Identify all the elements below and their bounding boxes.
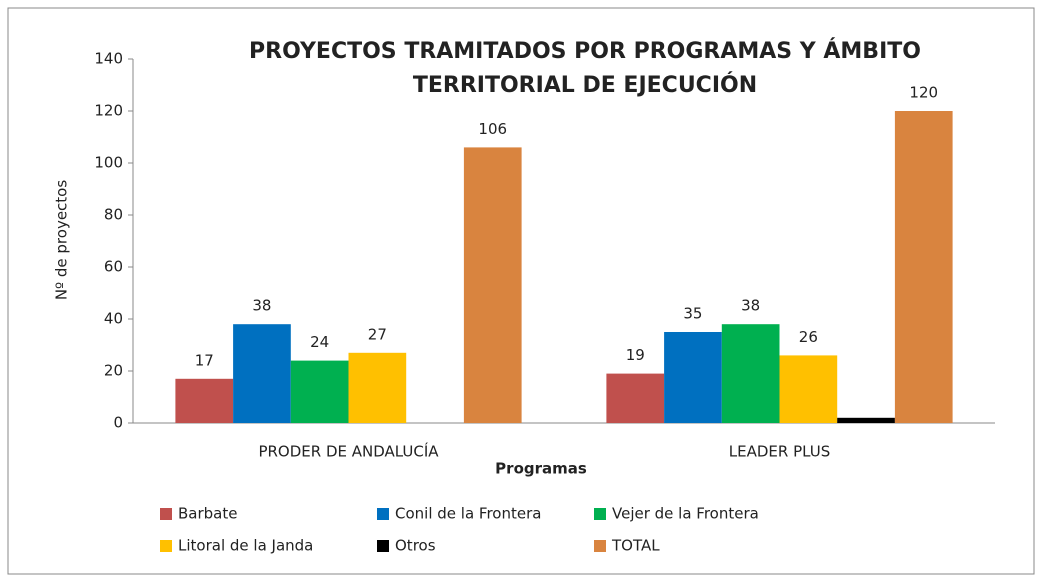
x-tick-label: PRODER DE ANDALUCÍA xyxy=(258,442,439,461)
bar xyxy=(837,417,895,423)
bar xyxy=(894,111,953,423)
data-label: 19 xyxy=(626,346,645,364)
legend-swatch xyxy=(160,508,172,520)
bar xyxy=(779,355,838,423)
legend-label: TOTAL xyxy=(611,537,660,555)
y-tick-label: 80 xyxy=(104,206,123,224)
legend-label: Litoral de la Janda xyxy=(178,537,313,555)
x-axis-label: Programas xyxy=(495,460,587,478)
bar xyxy=(233,324,291,423)
bar xyxy=(664,332,722,423)
y-tick-label: 0 xyxy=(113,414,123,432)
bar xyxy=(348,352,407,423)
y-tick-label: 60 xyxy=(104,258,123,276)
chart-title: PROYECTOS TRAMITADOS POR PROGRAMAS Y ÁMB… xyxy=(249,38,921,64)
data-label: 38 xyxy=(252,297,271,315)
y-tick-label: 40 xyxy=(104,310,123,328)
chart-title: TERRITORIAL DE EJECUCIÓN xyxy=(413,72,757,98)
data-label: 17 xyxy=(195,351,214,369)
legend-label: Otros xyxy=(395,537,436,555)
data-label: 106 xyxy=(478,120,507,138)
y-axis-label: Nº de proyectos xyxy=(53,180,71,301)
legend-swatch xyxy=(594,508,606,520)
bar xyxy=(606,373,665,423)
data-label: 35 xyxy=(683,305,702,323)
data-label: 38 xyxy=(741,297,760,315)
y-tick-label: 120 xyxy=(94,102,123,120)
bar xyxy=(175,378,234,423)
bar xyxy=(463,147,522,423)
legend-swatch xyxy=(377,540,389,552)
legend-label: Conil de la Frontera xyxy=(395,505,541,523)
y-tick-label: 20 xyxy=(104,362,123,380)
legend-swatch xyxy=(160,540,172,552)
data-label: 27 xyxy=(368,325,387,343)
x-tick-label: LEADER PLUS xyxy=(729,443,830,461)
y-tick-label: 140 xyxy=(94,50,123,68)
data-label: 120 xyxy=(909,84,938,102)
legend-label: Vejer de la Frontera xyxy=(612,505,759,523)
bar xyxy=(290,360,349,423)
legend-swatch xyxy=(377,508,389,520)
bar xyxy=(721,324,780,423)
data-label: 26 xyxy=(799,328,818,346)
y-tick-label: 100 xyxy=(94,154,123,172)
legend-label: Barbate xyxy=(178,505,237,523)
legend-swatch xyxy=(594,540,606,552)
data-label: 24 xyxy=(310,333,329,351)
